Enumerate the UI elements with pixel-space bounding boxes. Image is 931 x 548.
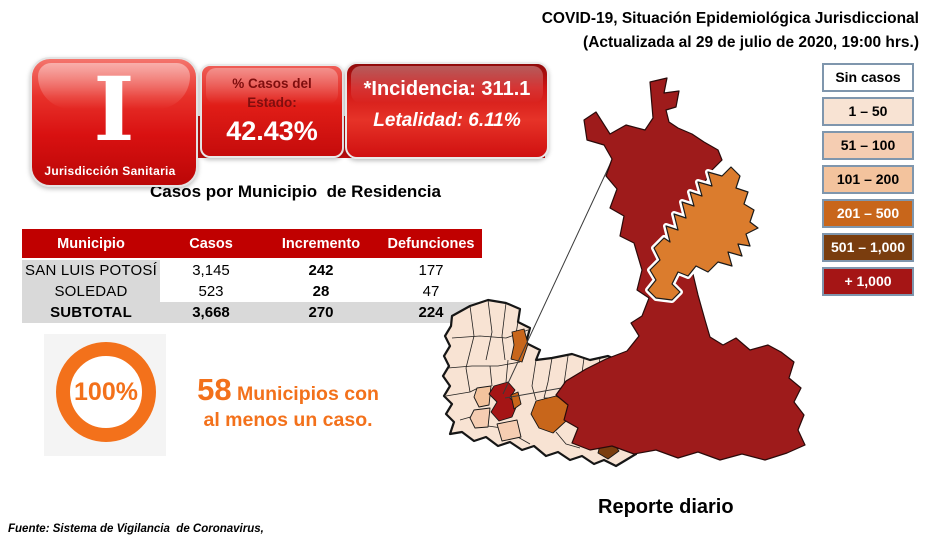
- incidence-lethality-box: *Incidencia: 311.1 Letalidad: 6.11%: [345, 62, 549, 159]
- cell-municipio: SAN LUIS POTOSÍ: [22, 259, 160, 281]
- incidence-value: *Incidencia: 311.1: [363, 78, 531, 100]
- col-municipio: Municipio: [22, 229, 160, 260]
- coverage-ring-value: 100%: [74, 378, 138, 406]
- muni-peach-south: [496, 419, 522, 442]
- lethality-value: Letalidad: 6.11%: [373, 110, 521, 131]
- cell-defunciones: 47: [422, 283, 440, 300]
- page-title: COVID-19, Situación Epidemiológica Juris…: [542, 7, 919, 55]
- legend-item-101-200: 101 – 200: [822, 165, 914, 194]
- legend-item-1-50: 1 – 50: [822, 97, 914, 126]
- jurisdiction-numeral: I: [93, 57, 135, 161]
- title-line1: COVID-19, Situación Epidemiológica Juris…: [541, 10, 919, 27]
- jurisdiction-label: Jurisdicción Sanitaria: [44, 164, 176, 178]
- cell-casos: 3,145: [192, 262, 230, 279]
- cell-incremento: 270: [262, 302, 380, 323]
- table-subtotal-row: SUBTOTAL 3,668 270 224: [22, 302, 482, 323]
- state-cases-percent-label: % Casos del Estado:: [232, 76, 312, 110]
- source-note: Fuente: Sistema de Vigilancia de Coronav…: [8, 488, 338, 548]
- cell-incremento: 242: [308, 262, 334, 279]
- map-legend: Sin casos 1 – 50 51 – 100 101 – 200 201 …: [822, 63, 914, 301]
- legend-item-501-1000: 501 – 1,000: [822, 233, 914, 262]
- muni-capital-red: [488, 381, 518, 422]
- cases-table: Municipio Casos Incremento Defunciones S…: [22, 229, 482, 323]
- state-cases-percent-value: 42.43%: [226, 115, 318, 146]
- coverage-ring: 100%: [56, 342, 156, 442]
- legend-item-51-100: 51 – 100: [822, 131, 914, 160]
- coverage-count: 58: [197, 372, 232, 407]
- cell-casos: 3,668: [160, 302, 262, 323]
- report-type-label: Reporte diario: [598, 496, 734, 518]
- col-defunciones: Defunciones: [380, 229, 482, 260]
- legend-item-sin-casos: Sin casos: [822, 63, 914, 92]
- col-casos: Casos: [160, 229, 262, 260]
- title-line2: (Actualizada al 29 de julio de 2020, 19:…: [583, 34, 919, 52]
- muni-peach-left: [473, 385, 492, 408]
- legend-item-1000-plus: + 1,000: [822, 267, 914, 296]
- table-row: SOLEDAD 523 28 47: [22, 281, 482, 302]
- state-cases-percent-box: % Casos del Estado: 42.43%: [200, 64, 344, 158]
- muni-peach-west: [469, 407, 491, 429]
- jurisdiction-map: [555, 77, 806, 461]
- cell-incremento: 28: [312, 283, 330, 300]
- jurisdiction-badge: I Jurisdicción Sanitaria: [30, 57, 198, 187]
- cell-casos: 523: [198, 283, 224, 300]
- source-line1: Fuente: Sistema de Vigilancia de Coronav…: [8, 523, 264, 536]
- choropleth-maps: [441, 77, 806, 468]
- col-incremento: Incremento: [262, 229, 380, 260]
- table-row: SAN LUIS POTOSÍ 3,145 242 177: [22, 259, 482, 281]
- cell-municipio: SOLEDAD: [22, 281, 160, 302]
- cell-defunciones: 177: [418, 262, 444, 279]
- cell-municipio: SUBTOTAL: [22, 302, 160, 323]
- jurisdiction-soledad: [647, 166, 759, 301]
- muni-orange-north: [510, 328, 529, 363]
- coverage-text: 58 Municipios con al menos un caso.: [197, 372, 379, 431]
- table-header-row: Municipio Casos Incremento Defunciones: [22, 229, 482, 260]
- legend-item-201-500: 201 – 500: [822, 199, 914, 228]
- section-title: Casos por Municipio de Residencia: [150, 182, 441, 201]
